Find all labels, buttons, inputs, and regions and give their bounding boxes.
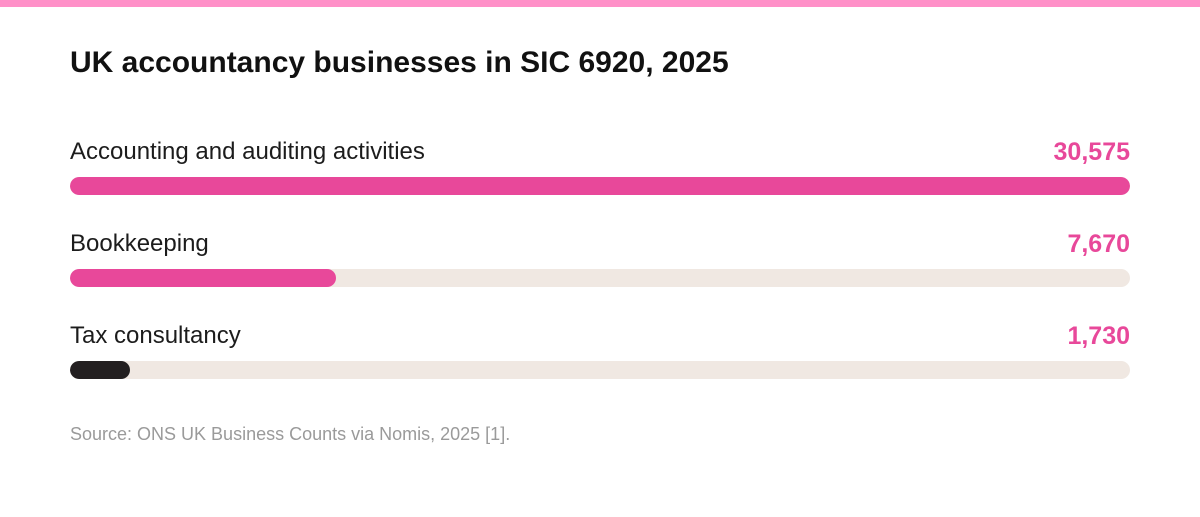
bar-category-label: Tax consultancy [70, 322, 241, 349]
bar [70, 269, 336, 287]
bar-category-label: Accounting and auditing activities [70, 138, 425, 165]
chart-title: UK accountancy businesses in SIC 6920, 2… [70, 46, 729, 79]
bar-track [70, 269, 1130, 287]
bar [70, 361, 130, 379]
bar-value-label: 7,670 [1067, 230, 1130, 258]
bar-row: Bookkeeping 7,670 [70, 229, 1130, 289]
bar-row: Accounting and auditing activities 30,575 [70, 137, 1130, 197]
bar-track [70, 177, 1130, 195]
top-accent-bar [0, 0, 1200, 7]
source-note: Source: ONS UK Business Counts via Nomis… [70, 424, 511, 444]
bar-row: Tax consultancy 1,730 [70, 321, 1130, 381]
bar [70, 177, 1130, 195]
bar-track [70, 361, 1130, 379]
bar-value-label: 1,730 [1067, 322, 1130, 350]
bar-category-label: Bookkeeping [70, 230, 209, 257]
bar-value-label: 30,575 [1053, 138, 1130, 166]
